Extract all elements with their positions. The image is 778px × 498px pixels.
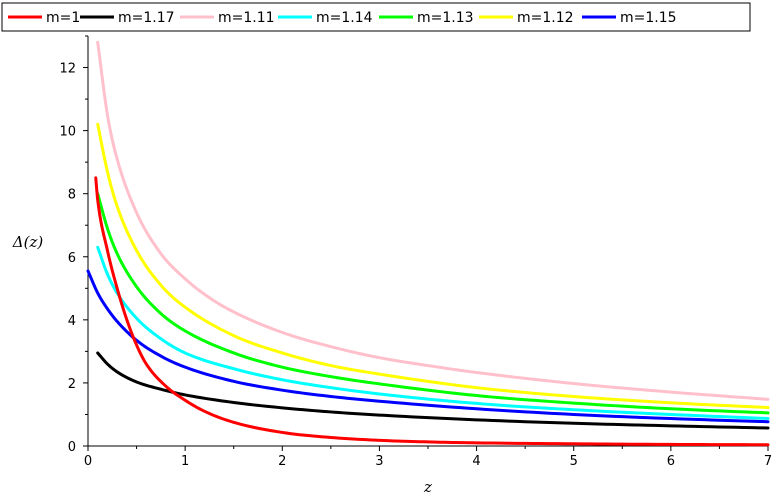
axes — [87, 36, 768, 447]
y-tick-label: 2 — [68, 377, 76, 392]
legend-label: m=1.14 — [316, 10, 373, 26]
x-tick-label: 0 — [84, 454, 92, 469]
legend-label: m=1 — [46, 10, 80, 26]
series-line-m-1-12 — [96, 122, 770, 410]
y-tick-label: 6 — [68, 251, 76, 266]
y-tick-label: 4 — [68, 314, 76, 329]
legend-label: m=1.17 — [118, 10, 175, 26]
series-line-m-1-11 — [96, 40, 770, 401]
series-line-m-1-13 — [96, 192, 770, 415]
y-tick-label: 12 — [59, 62, 76, 77]
y-axis-title: Δ(z) — [12, 233, 44, 251]
series-group — [86, 40, 770, 447]
x-tick-label: 5 — [570, 454, 578, 469]
x-tick-label: 1 — [181, 454, 189, 469]
series-line-m-1-17 — [96, 351, 770, 430]
series-line-m-1-15 — [86, 269, 770, 424]
series-line-m-1 — [94, 176, 770, 447]
x-tick-label: 3 — [375, 454, 383, 469]
y-tick-label: 10 — [59, 125, 76, 140]
legend-label: m=1.15 — [620, 10, 677, 26]
legend-box — [1, 2, 751, 32]
y-tick-label: 0 — [68, 440, 76, 455]
x-tick-label: 7 — [764, 454, 772, 469]
legend-label: m=1.11 — [218, 10, 275, 26]
y-tick-label: 8 — [68, 188, 76, 203]
x-axis-title: z — [423, 478, 432, 496]
legend-label: m=1.12 — [517, 10, 574, 26]
x-tick-label: 6 — [667, 454, 675, 469]
legend-label: m=1.13 — [417, 10, 474, 26]
x-tick-label: 2 — [278, 454, 286, 469]
x-tick-label: 4 — [472, 454, 480, 469]
legend: m=1 m=1.17 m=1.11 m=1.14 m=1.13 m=1.12 m=1.15 — [8, 10, 677, 26]
